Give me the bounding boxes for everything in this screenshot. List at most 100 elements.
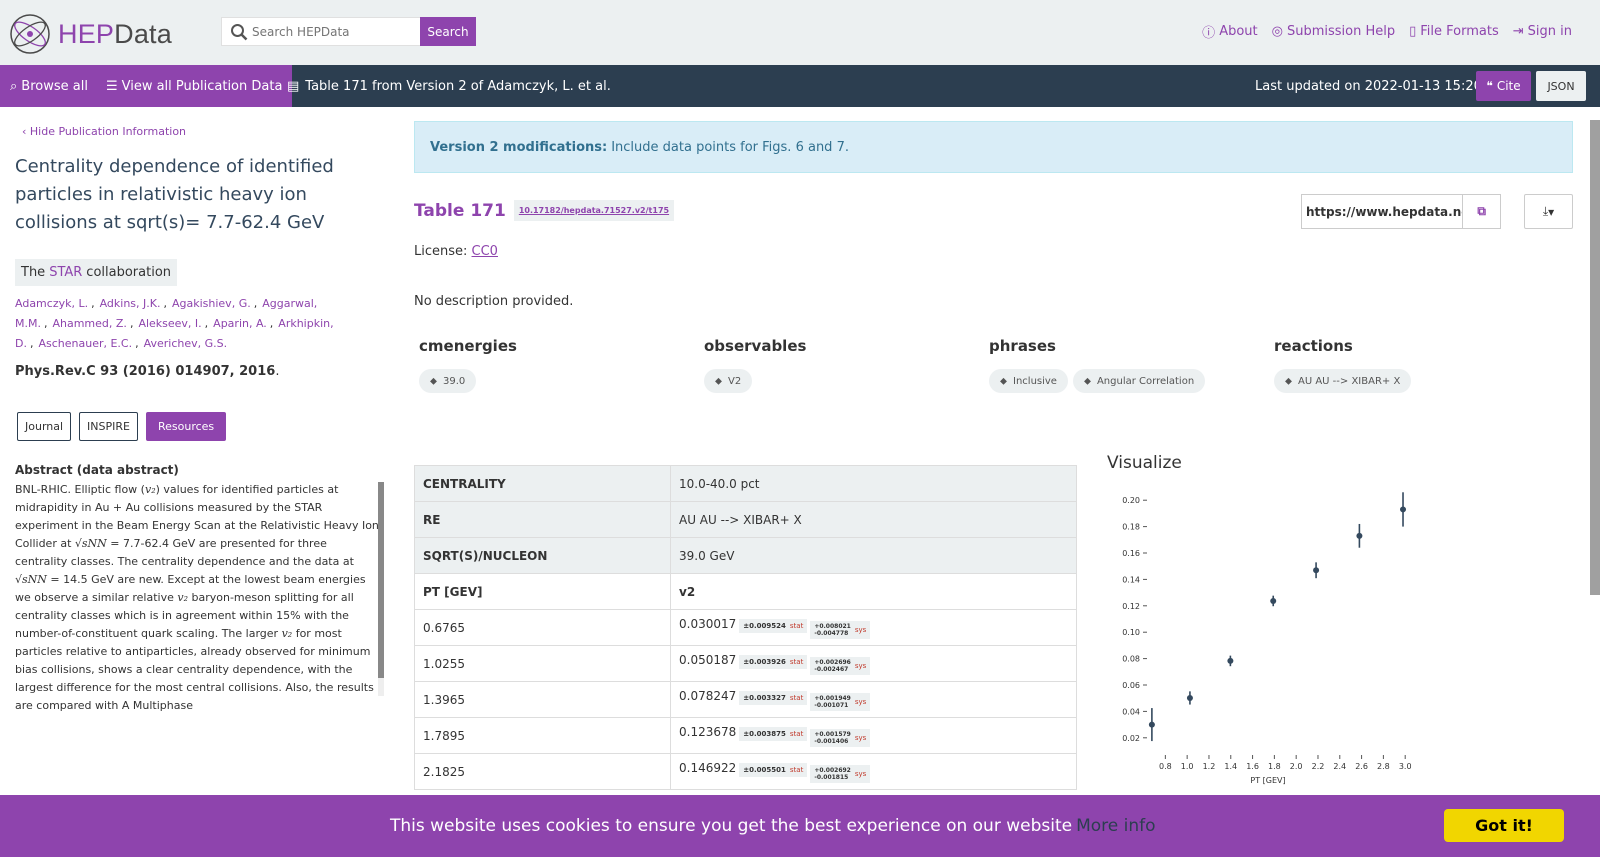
journal-button[interactable]: Journal bbox=[17, 412, 72, 441]
keyword-tag[interactable]: ⬥ 39.0 bbox=[419, 369, 477, 393]
author-link[interactable]: Aschenauer, E.C. bbox=[38, 337, 133, 350]
stat-error-value: ±0.003327 bbox=[743, 693, 786, 702]
qualifier-row: SQRT(S)/NUCLEON 39.0 GeV bbox=[414, 537, 1077, 574]
abstract-fragment: = 7.7-62.4 GeV are presented for three c… bbox=[15, 537, 354, 568]
author-link[interactable]: Aparin, A. bbox=[213, 317, 267, 330]
y-tick-label: 0.14 bbox=[1122, 575, 1140, 584]
submission-help-link[interactable]: ◎ Submission Help bbox=[1272, 22, 1395, 41]
logo-data: Data bbox=[114, 18, 172, 49]
keyword-tag[interactable]: ⬥ Inclusive bbox=[989, 369, 1068, 393]
stat-error-value: ±0.005501 bbox=[743, 765, 786, 774]
author-link[interactable]: Agakishiev, G. bbox=[171, 297, 251, 310]
data-point bbox=[1356, 532, 1363, 539]
collaboration-suffix: collaboration bbox=[86, 265, 172, 280]
v2-value: 0.146922 bbox=[679, 760, 737, 775]
hide-publication-info-link[interactable]: ‹ Hide Publication Information bbox=[22, 125, 186, 138]
y-tick-label: 0.04 bbox=[1122, 707, 1140, 716]
resources-button[interactable]: Resources bbox=[145, 412, 227, 441]
sys-error-plus: +0.001949 bbox=[814, 694, 851, 702]
version-text: Include data points for Figs. 6 and 7. bbox=[611, 139, 849, 155]
search-input[interactable] bbox=[252, 24, 412, 39]
sys-error-minus: -0.001071 bbox=[814, 701, 849, 709]
v2-cell: 0.123678 ±0.003875 stat +0.001579 -0.001406 s… bbox=[670, 717, 1077, 754]
data-point bbox=[1148, 721, 1155, 728]
table-row: 0.6765 0.030017 ±0.009524 stat +0.008021 -0.0… bbox=[414, 609, 1077, 646]
v2-cell: 0.050187 ±0.003926 stat +0.002696 -0.002467 s… bbox=[670, 645, 1077, 682]
tag-icon: ⬥ bbox=[1285, 375, 1292, 387]
keyword-group-reactions: reactions ⬥ AU AU --> XIBAR+ X bbox=[1269, 337, 1412, 393]
logo-wordmark: HEPData bbox=[58, 19, 172, 50]
author-link[interactable]: Averichev, G.S. bbox=[143, 337, 228, 350]
page-scrollbar[interactable] bbox=[1590, 120, 1600, 595]
x-tick-label: 2.6 bbox=[1355, 762, 1368, 771]
search-button[interactable]: Search bbox=[420, 17, 476, 46]
cookie-accept-button[interactable]: Got it! bbox=[1444, 809, 1564, 842]
stat-error-value: ±0.003875 bbox=[743, 729, 786, 738]
cookie-message-text: This website uses cookies to ensure you … bbox=[390, 816, 1073, 836]
stat-error-label: stat bbox=[789, 693, 804, 702]
author-link[interactable]: Adkins, J.K. bbox=[99, 297, 161, 310]
pt-value: 1.7895 bbox=[414, 717, 671, 754]
v2-value: 0.078247 bbox=[679, 688, 737, 703]
table-row: 1.0255 0.050187 ±0.003926 stat +0.002696 -0.0… bbox=[414, 645, 1077, 682]
abstract-scrollbar[interactable] bbox=[378, 482, 384, 678]
abstract-fragment: = 14.5 GeV are new. Except at the lowest… bbox=[15, 573, 366, 604]
search-icon bbox=[231, 23, 248, 40]
hide-publication-label: Hide Publication Information bbox=[29, 125, 187, 138]
y-tick-label: 0.02 bbox=[1122, 734, 1140, 743]
x-tick-label: 2.4 bbox=[1333, 762, 1346, 771]
author-link[interactable]: Arkhipkin, D. bbox=[15, 317, 334, 350]
copy-icon[interactable]: ⧉ bbox=[1462, 195, 1500, 228]
book-icon: ▤ bbox=[287, 78, 300, 94]
sign-in-icon: ⇥ bbox=[1512, 24, 1524, 39]
table-url-field[interactable]: https://www.hepdata.net/record/ins139515… bbox=[1306, 204, 1462, 219]
inspire-button[interactable]: INSPIRE bbox=[79, 412, 138, 441]
cite-button[interactable]: ❝ Cite bbox=[1476, 71, 1531, 101]
view-all-publication-data-link[interactable]: ☰ View all Publication Data bbox=[106, 79, 282, 94]
sys-error-label: sys bbox=[854, 697, 867, 706]
column-header-y: v2 bbox=[670, 573, 1077, 610]
publication-sidebar: ‹ Hide Publication Information Centralit… bbox=[0, 107, 390, 797]
stat-error-label: stat bbox=[789, 765, 804, 774]
collaboration-link[interactable]: STAR bbox=[49, 265, 83, 280]
download-dropdown-button[interactable]: ⤓ ▾ bbox=[1524, 194, 1573, 229]
x-tick-label: 2.0 bbox=[1290, 762, 1303, 771]
version-modifications-alert: Version 2 modifications: Include data poi… bbox=[414, 121, 1573, 173]
table-reference-label: Table 171 from Version 2 of Adamczyk, L.… bbox=[305, 78, 611, 94]
license-link[interactable]: CC0 bbox=[471, 244, 498, 259]
file-formats-link[interactable]: ▯ File Formats bbox=[1409, 22, 1499, 41]
logo-hep: HEP bbox=[58, 18, 115, 49]
stat-error-value: ±0.009524 bbox=[743, 621, 786, 630]
cookie-more-info-link[interactable]: More info bbox=[1076, 816, 1156, 836]
keyword-tag[interactable]: ⬥ AU AU --> XIBAR+ X bbox=[1274, 369, 1412, 393]
keyword-tag[interactable]: ⬥ V2 bbox=[704, 369, 753, 393]
json-button[interactable]: JSON bbox=[1536, 71, 1586, 101]
sys-error-badge: +0.001579 -0.001406 sys bbox=[810, 728, 871, 747]
qualifier-value: 39.0 GeV bbox=[670, 537, 1077, 574]
author-link[interactable]: Ahammed, Z. bbox=[52, 317, 127, 330]
author-link[interactable]: Alekseev, I. bbox=[138, 317, 202, 330]
tag-icon: ⬥ bbox=[1000, 375, 1007, 387]
keyword-tag[interactable]: ⬥ Angular Correlation bbox=[1072, 369, 1206, 393]
author-link[interactable]: Adamczyk, L. bbox=[15, 297, 89, 310]
author-separator: , bbox=[204, 317, 209, 330]
keyword-tag-label: AU AU --> XIBAR+ X bbox=[1298, 375, 1401, 387]
hepdata-logo[interactable]: HEPData bbox=[8, 12, 178, 56]
sign-in-link[interactable]: ⇥ Sign in bbox=[1513, 22, 1572, 41]
stat-error-label: stat bbox=[789, 729, 804, 738]
keyword-heading: observables bbox=[704, 337, 807, 355]
table-doi-link[interactable]: 10.17182/hepdata.71527.v2/t175 bbox=[513, 200, 675, 221]
sys-error-plus: +0.008021 bbox=[814, 622, 851, 630]
table-title: Table 171 bbox=[414, 200, 506, 221]
browse-all-link[interactable]: ⌕ Browse all bbox=[10, 79, 88, 94]
author-link[interactable]: Aggarwal, M.M. bbox=[15, 297, 318, 330]
x-tick-label: 1.6 bbox=[1246, 762, 1259, 771]
x-axis-label: PT [GEV] bbox=[1250, 776, 1285, 785]
about-link[interactable]: ⓘ About bbox=[1202, 22, 1257, 41]
sign-in-label: Sign in bbox=[1527, 24, 1572, 39]
submission-help-label: Submission Help bbox=[1286, 24, 1396, 39]
record-toolbar: ⌕ Browse all ☰ View all Publication Data ▤… bbox=[0, 65, 1600, 107]
x-tick-label: 0.8 bbox=[1159, 762, 1172, 771]
last-updated: Last updated on 2022-01-13 15:20 bbox=[1255, 78, 1482, 94]
sys-error-label: sys bbox=[854, 661, 867, 670]
